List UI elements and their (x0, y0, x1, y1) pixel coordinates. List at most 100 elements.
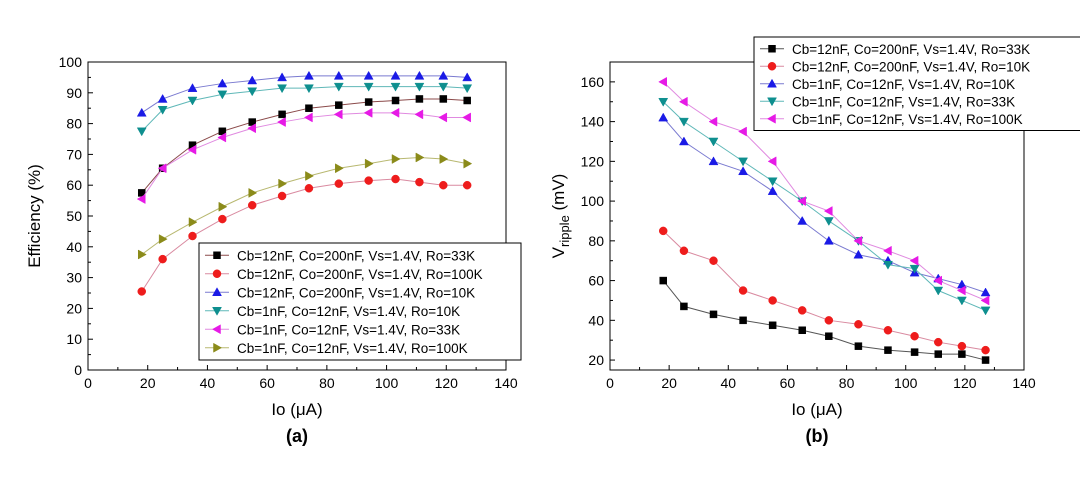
series-4 (658, 76, 990, 306)
series-5 (137, 152, 473, 260)
series-1 (658, 226, 990, 355)
x-tick-label: 140 (1012, 375, 1036, 391)
legend-marker (213, 251, 221, 259)
series-0 (659, 276, 990, 364)
data-point (415, 95, 424, 103)
data-point (658, 76, 667, 87)
data-point (980, 306, 991, 316)
data-point (247, 75, 258, 85)
data-point (768, 321, 777, 330)
y-tick-label: 60 (66, 177, 82, 193)
data-point (462, 112, 471, 123)
legend-label: Cb=1nF, Co=12nF, Vs=1.4V, Ro=33K (792, 94, 1015, 109)
series-4 (136, 107, 471, 204)
data-point (333, 82, 344, 92)
legend-marker (213, 342, 223, 353)
data-point (679, 117, 689, 127)
legend-item: Cb=12nF, Co=200nF, Vs=1.4V, Ro=100K (205, 267, 483, 282)
data-point (980, 295, 990, 306)
legend: Cb=12nF, Co=200nF, Vs=1.4V, Ro=33K Cb=12n… (753, 36, 1080, 131)
data-point (414, 82, 425, 92)
legend-label: Cb=12nF, Co=200nF, Vs=1.4V, Ro=33K (237, 248, 475, 263)
data-point (909, 264, 920, 274)
data-point (909, 255, 919, 266)
data-point (247, 87, 258, 97)
y-tick-label: 30 (66, 270, 82, 286)
data-point (390, 107, 400, 118)
legend-label: Cb=1nF, Co=12nF, Vs=1.4V, Ro=10K (792, 77, 1015, 92)
data-point (136, 127, 147, 137)
chart-efficiency: 0 20 40 60 80 100 120 140 0 10 20 30 40 50 60 70 80 90 100… (25, 54, 522, 446)
data-point (438, 82, 449, 92)
data-point (958, 350, 966, 358)
y-axis-label: Efficiency (%) (25, 164, 44, 268)
legend-label: Cb=1nF, Co=12nF, Vs=1.4V, Ro=10K (237, 304, 460, 319)
y-tick-label: 60 (588, 273, 604, 289)
data-point (391, 154, 401, 164)
data-point (390, 82, 401, 92)
data-point (933, 337, 943, 347)
data-point (767, 177, 778, 187)
data-point (333, 70, 344, 80)
data-point (678, 96, 688, 107)
data-point (247, 123, 256, 134)
legend-item: Cb=1nF, Co=12nF, Vs=1.4V, Ro=100K (760, 112, 1023, 127)
data-point (217, 78, 228, 88)
y-axis-label-main: V (549, 246, 568, 258)
data-point (797, 215, 808, 225)
data-point (767, 186, 778, 195)
legend-label: Cb=1nF, Co=12nF, Vs=1.4V, Ro=100K (792, 112, 1023, 127)
y-tick-label: 80 (588, 233, 604, 249)
legend-label: Cb=1nF, Co=12nF, Vs=1.4V, Ro=100K (237, 341, 468, 356)
legend-item: Cb=1nF, Co=12nF, Vs=1.4V, Ro=100K (205, 341, 468, 356)
data-point (462, 180, 472, 190)
data-point (739, 316, 747, 325)
legend-marker (767, 97, 777, 107)
data-point (882, 245, 892, 256)
data-point (187, 144, 197, 155)
data-point (277, 191, 287, 201)
data-point (277, 72, 287, 82)
data-point (981, 356, 990, 364)
data-point (334, 179, 344, 188)
y-tick-label: 50 (66, 208, 82, 224)
data-point (797, 306, 807, 315)
y-tick-label: 20 (66, 300, 82, 316)
x-tick-label: 100 (894, 375, 918, 391)
y-tick-label: 140 (581, 114, 605, 130)
data-point (363, 82, 374, 92)
x-tick-label: 80 (839, 375, 855, 391)
data-point (333, 109, 343, 120)
data-point (854, 320, 863, 329)
legend-item: Cb=12nF, Co=200nF, Vs=1.4V, Ro=33K (205, 248, 475, 263)
data-point (884, 346, 892, 354)
data-point (305, 171, 314, 181)
legend-item: Cb=1nF, Co=12nF, Vs=1.4V, Ro=33K (205, 322, 460, 337)
y-tick-label: 120 (581, 153, 605, 169)
data-point (438, 112, 448, 123)
data-point (304, 70, 314, 80)
x-axis-label: Io (μA) (791, 400, 842, 419)
legend-box (753, 36, 1080, 131)
data-point (933, 275, 942, 286)
data-point (363, 107, 373, 118)
data-point (137, 249, 147, 260)
data-point (658, 226, 668, 236)
data-point (910, 348, 919, 356)
data-point (980, 287, 991, 297)
data-point (391, 96, 400, 105)
data-point (157, 105, 168, 115)
data-point (463, 96, 471, 105)
data-point (853, 249, 864, 259)
y-tick-label: 10 (66, 331, 82, 347)
data-point (463, 158, 473, 169)
x-tick-label: 40 (720, 375, 736, 391)
legend-marker (766, 113, 776, 124)
x-tick-label: 100 (375, 375, 399, 391)
data-point (462, 84, 473, 94)
data-point (957, 341, 967, 351)
series-line (141, 156, 468, 255)
legend-item: Cb=1nF, Co=12nF, Vs=1.4V, Ro=10K (760, 77, 1015, 92)
panel-label: (a) (286, 426, 308, 446)
data-point (415, 152, 425, 163)
